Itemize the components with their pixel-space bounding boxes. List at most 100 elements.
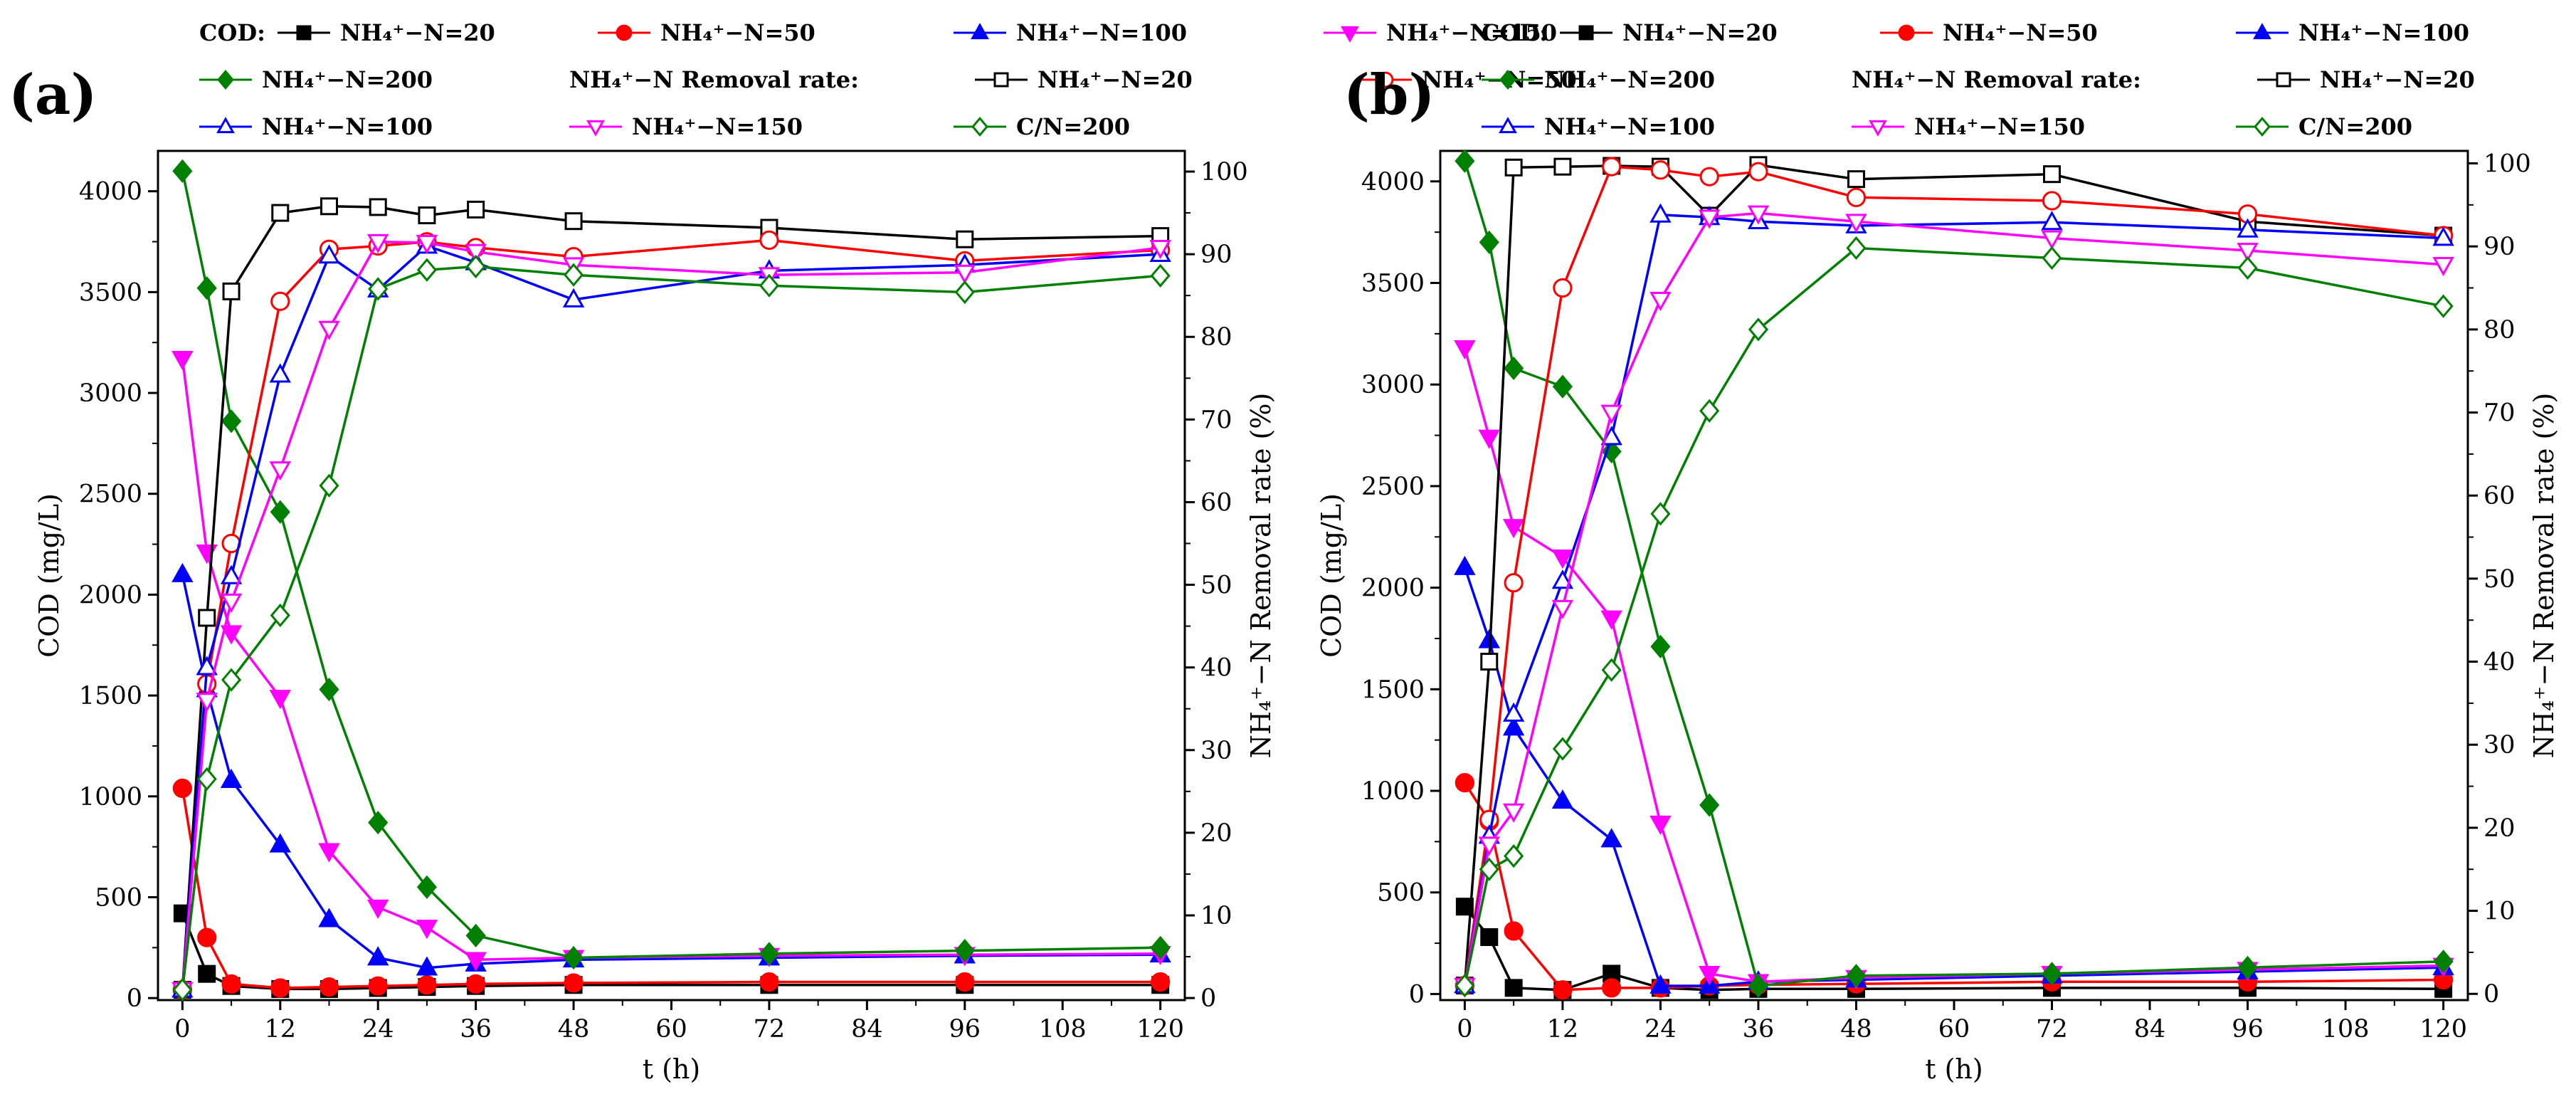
data-point (1551, 789, 1574, 809)
data-point (1149, 239, 1171, 260)
data-point (1478, 836, 1500, 856)
data-point (368, 976, 388, 996)
series-line (1463, 165, 2444, 986)
data-point (2237, 256, 2258, 280)
legend-entry: NH₄⁺−N=20 (1622, 19, 1778, 46)
data-point (270, 603, 290, 628)
data-point (1747, 205, 1770, 225)
x-tick-label: 72 (754, 1015, 786, 1044)
data-point (172, 977, 193, 1002)
y-right-tick-label: 70 (1200, 406, 1232, 434)
data-point (2432, 226, 2454, 246)
data-point (220, 564, 243, 584)
data-point (2432, 256, 2454, 277)
data-point (466, 974, 486, 994)
data-point (1602, 978, 1622, 998)
data-point (1454, 555, 1476, 575)
legend-marker (971, 23, 989, 40)
series-line (1463, 164, 2444, 986)
data-point (368, 811, 389, 835)
data-point (221, 668, 242, 692)
data-point (954, 264, 976, 284)
panel-label: (b) (1344, 63, 1435, 127)
series-removal-9 (172, 254, 1171, 1002)
data-point (1845, 214, 1867, 233)
data-point (2042, 962, 2062, 986)
series-removal-7 (1454, 203, 2454, 994)
data-point (1649, 203, 1672, 223)
y-right-tick-label: 20 (1200, 819, 1232, 848)
legend: COD: NH₄⁺−N=20 NH₄⁺−N=50 NH₄⁺−N=100 NH₄⁺−N=1… (199, 19, 1577, 140)
data-point (564, 263, 584, 287)
data-point (1553, 278, 1573, 298)
legend-entry: NH₄⁺−N=100 (262, 113, 433, 140)
y-right-tick-label: 100 (2483, 150, 2531, 179)
series-line (181, 205, 1161, 990)
data-point (172, 159, 193, 183)
y-left-tick-label: 3500 (1361, 270, 1425, 298)
series-removal-5 (1455, 156, 2453, 995)
data-point (465, 923, 486, 947)
series-line (181, 240, 1161, 990)
data-point (1454, 340, 1476, 360)
legend-title: NH₄⁺−N Removal rate: (1852, 66, 2141, 93)
data-point (196, 767, 217, 792)
legend-entry: NH₄⁺−N=20 (2320, 66, 2475, 93)
series-cod-4 (172, 159, 1171, 970)
series-line (181, 265, 1161, 990)
data-point (1551, 549, 1574, 569)
y-left-tick-label: 1000 (1361, 777, 1425, 806)
data-point (1600, 426, 1622, 446)
y-left-tick-label: 3000 (1361, 371, 1425, 399)
y-left-tick-label: 500 (95, 883, 142, 912)
data-point (2042, 191, 2062, 211)
x-tick-label: 12 (1547, 1015, 1579, 1044)
data-point (220, 593, 243, 614)
data-point (954, 938, 975, 963)
data-point (222, 282, 241, 300)
y-left-tick-label: 1500 (79, 682, 142, 710)
series-line (1463, 567, 2444, 987)
y-left-tick-label: 500 (1377, 879, 1425, 908)
data-point (269, 833, 291, 853)
data-point (1649, 291, 1672, 312)
series-line (181, 358, 1161, 962)
data-point (1552, 737, 1573, 761)
data-point (1600, 828, 1622, 848)
data-point (1846, 236, 1867, 261)
y-left-axis-title: COD (mg/L) (33, 493, 65, 658)
legend-marker (1898, 24, 1915, 41)
legend-entry: NH₄⁺−N=20 (340, 19, 495, 46)
x-tick-label: 48 (558, 1015, 590, 1044)
legend-marker (216, 117, 235, 134)
data-point (1502, 702, 1525, 722)
data-point (416, 235, 438, 255)
x-tick-label: 108 (2322, 1015, 2370, 1044)
data-point (271, 204, 290, 222)
y-left-tick-label: 2500 (79, 480, 142, 509)
data-point (1698, 966, 1721, 986)
x-tick-label: 84 (2134, 1015, 2166, 1044)
legend-entry: NH₄⁺−N=150 (1386, 19, 1557, 46)
legend-entry: C/N=200 (2298, 113, 2412, 140)
y-right-tick-label: 10 (1200, 902, 1232, 930)
data-point (369, 198, 387, 216)
x-tick-label: 120 (1136, 1015, 1184, 1044)
data-point (1699, 793, 1720, 817)
data-point (1502, 803, 1525, 823)
data-point (269, 363, 291, 383)
data-point (1698, 209, 1721, 229)
data-point (1553, 980, 1573, 1000)
data-point (954, 280, 975, 305)
x-tick-label: 84 (851, 1015, 883, 1044)
y-right-tick-label: 60 (1200, 488, 1232, 517)
y-left-tick-label: 3500 (79, 278, 142, 307)
data-point (1602, 157, 1622, 177)
data-point (221, 974, 241, 994)
data-point (1150, 263, 1171, 288)
x-tick-label: 120 (2419, 1015, 2467, 1044)
y-left-tick-label: 4000 (1361, 168, 1425, 196)
series-line (181, 244, 1161, 990)
data-point (417, 975, 437, 995)
series-cod-1 (172, 778, 1171, 998)
